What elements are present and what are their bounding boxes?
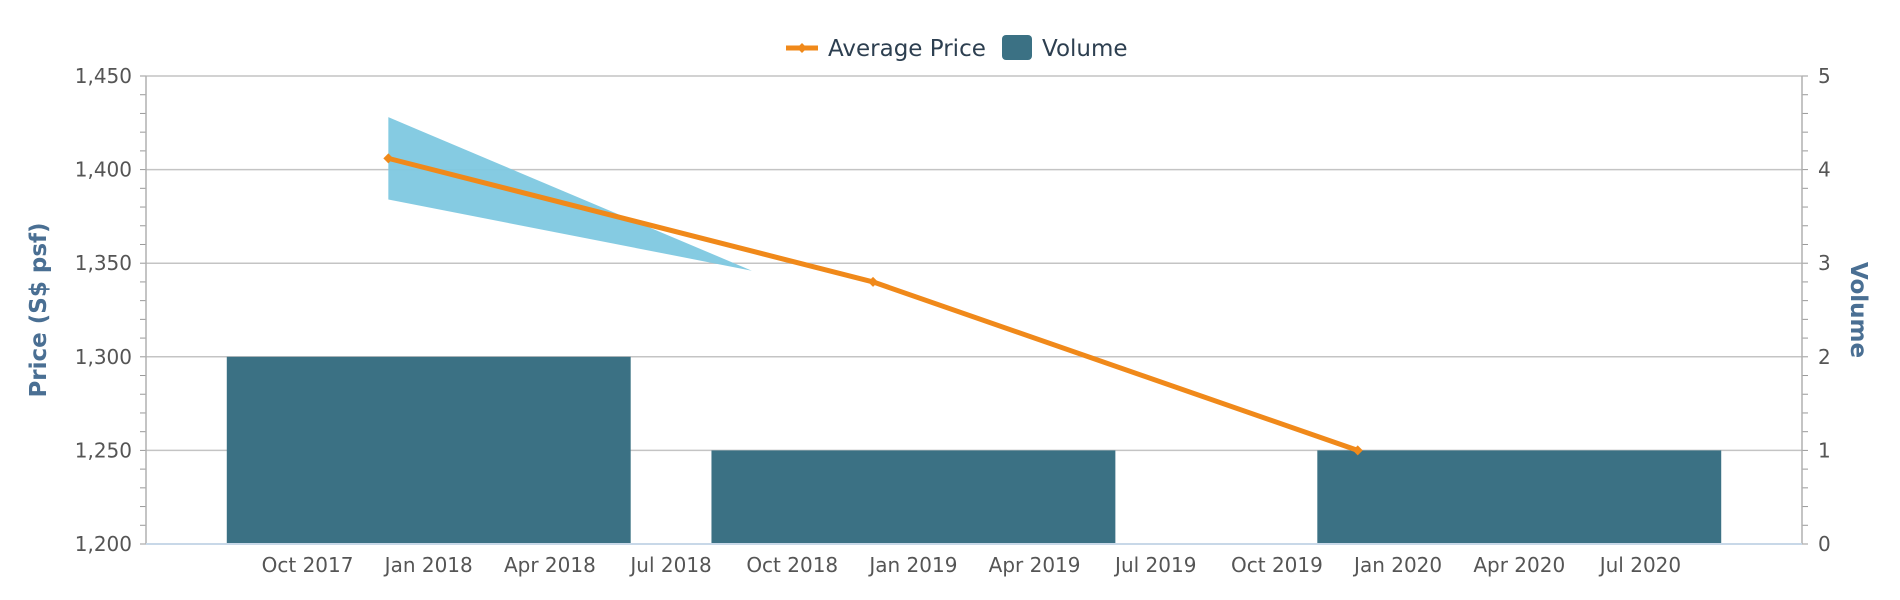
volume-bar: [711, 450, 1116, 544]
x-tick-label: Apr 2020: [1473, 553, 1565, 577]
average-price-point: [383, 153, 394, 164]
axis-layer: 1,200 1,250 1,300 1,350 1,400 1,450 0 1 2 3 4 5 Oct …: [26, 64, 1871, 577]
legend-layer: Average Price Volume: [786, 35, 1128, 62]
bar-layer: [226, 356, 1722, 544]
x-tick-label: Jan 2019: [867, 553, 957, 577]
y-right-tick-label: 0: [1818, 532, 1831, 556]
x-tick-label: Oct 2017: [262, 553, 354, 577]
legend-item-average-price: Average Price: [786, 36, 986, 62]
legend-label: Average Price: [828, 36, 986, 62]
x-tick-label: Oct 2018: [746, 553, 838, 577]
y-right-tick-label: 1: [1818, 438, 1831, 462]
range-layer: [388, 117, 752, 271]
y-right-tick-label: 4: [1818, 158, 1831, 182]
price-range-band: [388, 117, 752, 271]
x-tick-label: Jan 2018: [383, 553, 473, 577]
y-left-tick-label: 1,400: [75, 158, 132, 182]
x-tick-label: Jan 2020: [1352, 553, 1442, 577]
x-tick-label: Jul 2019: [1113, 553, 1196, 577]
y-right-tick-label: 2: [1818, 345, 1831, 369]
y-left-tick-label: 1,300: [75, 345, 132, 369]
y-right-tick-label: 5: [1818, 64, 1831, 88]
y-left-tick-label: 1,450: [75, 64, 132, 88]
x-tick-label: Oct 2019: [1231, 553, 1323, 577]
legend-marker-icon: [797, 43, 807, 53]
line-layer: [383, 153, 1363, 456]
y-left-tick-label: 1,200: [75, 532, 132, 556]
y-left-tick-label: 1,350: [75, 251, 132, 275]
x-tick-label: Jul 2018: [628, 553, 711, 577]
x-tick-label: Apr 2018: [504, 553, 596, 577]
volume-bar: [226, 356, 631, 544]
legend-label: Volume: [1042, 36, 1128, 62]
y-left-tick-label: 1,250: [75, 438, 132, 462]
y-left-axis-title: Price (S$ psf): [26, 222, 52, 397]
legend-item-volume: Volume: [1002, 35, 1128, 62]
y-right-axis-title: Volume: [1845, 262, 1871, 358]
legend-square-icon: [1002, 35, 1032, 60]
average-price-point: [868, 276, 879, 287]
volume-bar: [1317, 450, 1722, 544]
x-tick-label: Jul 2020: [1598, 553, 1681, 577]
average-price-point: [1352, 445, 1363, 456]
x-tick-label: Apr 2019: [989, 553, 1081, 577]
y-right-tick-label: 3: [1818, 251, 1831, 275]
